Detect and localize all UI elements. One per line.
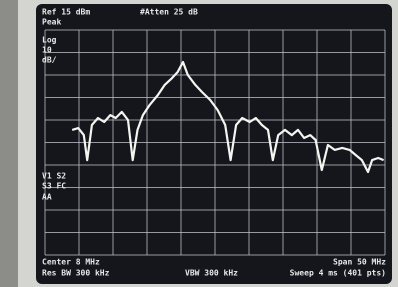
span: Span 50 MHz <box>333 258 386 267</box>
detector: Peak <box>42 18 61 27</box>
status: AA <box>42 193 52 202</box>
center-frequency: Center 8 MHz <box>42 258 100 267</box>
ref-level: Ref 15 dBm <box>42 8 90 17</box>
scale-unit: dB/ <box>42 56 57 65</box>
scale-value: 10 <box>42 46 52 55</box>
sweep: Sweep 4 ms (401 pts) <box>290 269 386 278</box>
status: V1 S2 <box>42 172 66 181</box>
resolution-bandwidth: Res BW 300 kHz <box>42 269 110 278</box>
status: S3 FC <box>42 182 66 191</box>
screen-photo: Ref 15 dBm #Atten 25 dB Peak Log 10 dB/ … <box>0 0 398 287</box>
video-bandwidth: VBW 300 kHz <box>185 269 238 278</box>
attenuation: #Atten 25 dB <box>140 8 198 17</box>
scale-type: Log <box>42 36 57 45</box>
bezel-edge <box>0 0 18 287</box>
